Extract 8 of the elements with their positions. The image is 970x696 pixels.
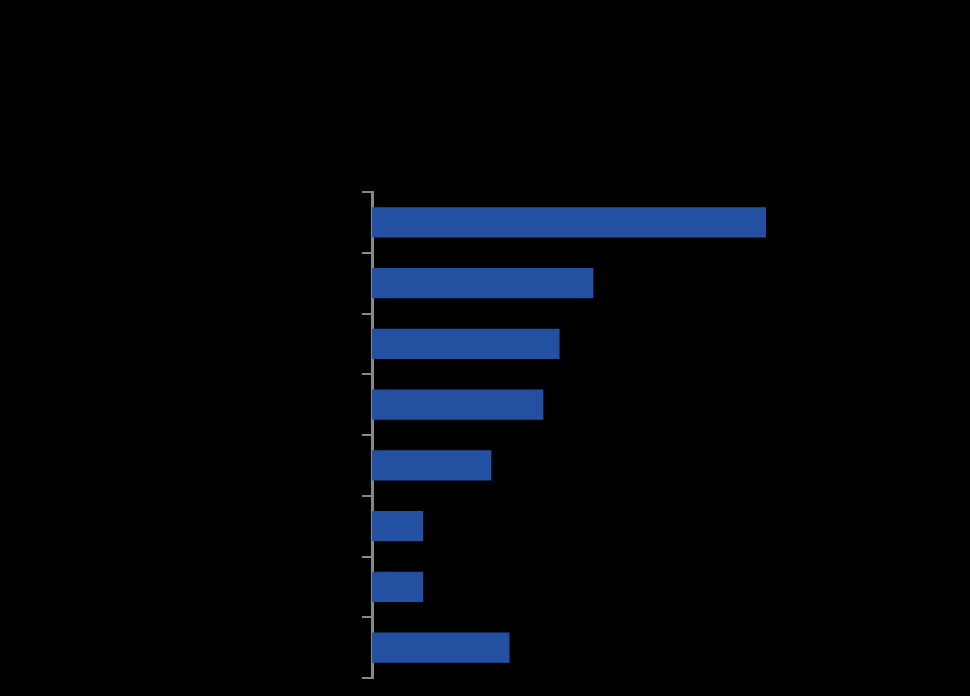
bar — [372, 450, 492, 481]
bar — [372, 328, 560, 360]
bar — [372, 267, 594, 299]
bar — [372, 510, 424, 542]
bar — [372, 207, 766, 238]
bar — [372, 632, 510, 663]
bar — [372, 389, 544, 420]
bar — [372, 571, 424, 603]
